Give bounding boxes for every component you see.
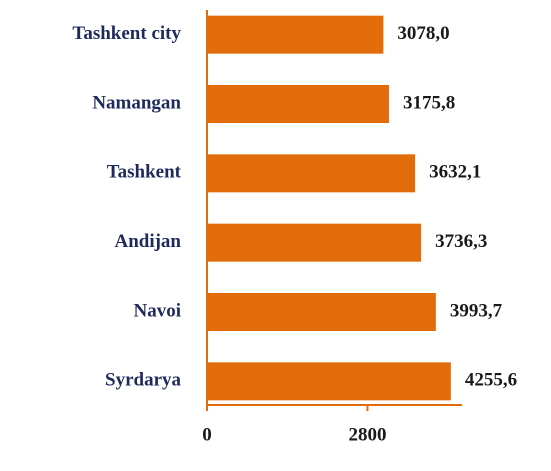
bar: [207, 362, 451, 401]
y-tick-label: Namangan: [92, 92, 181, 113]
bar: [207, 293, 436, 331]
bar: [207, 223, 422, 262]
x-tick-label: 0: [202, 424, 212, 445]
data-label: 3078,0: [397, 23, 449, 44]
bar: [207, 154, 416, 193]
y-tick-label: Tashkent city: [72, 23, 181, 44]
data-label: 3993,7: [450, 300, 503, 321]
data-label: 4255,6: [465, 370, 517, 391]
y-tick-label: Navoi: [134, 300, 182, 321]
bar: [207, 85, 389, 123]
x-tick-label: 2800: [348, 424, 386, 445]
data-label: 3175,8: [403, 92, 455, 113]
y-tick-label: Syrdarya: [105, 370, 182, 391]
bar: [207, 15, 384, 54]
data-label: 3736,3: [435, 231, 487, 252]
y-tick-label: Andijan: [114, 231, 181, 252]
data-label: 3632,1: [429, 162, 481, 183]
y-tick-label: Tashkent: [107, 162, 182, 183]
